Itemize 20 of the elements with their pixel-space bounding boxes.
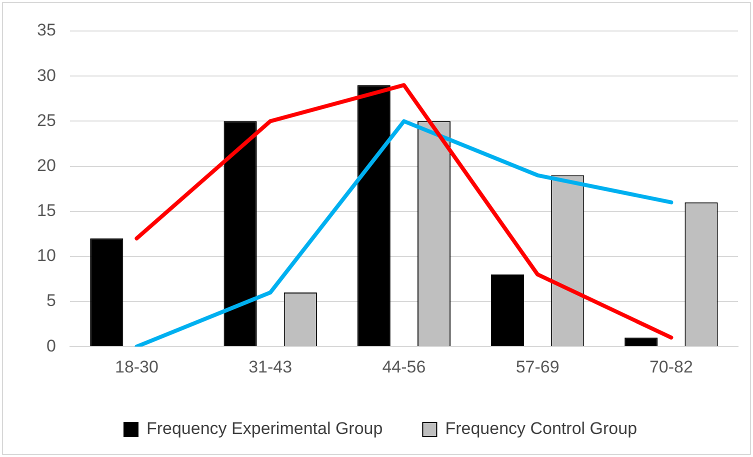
legend-label: Frequency Control Group xyxy=(445,419,638,438)
x-tick-label: 70-82 xyxy=(649,357,693,376)
x-tick-label: 31-43 xyxy=(248,357,292,376)
x-tick-label: 44-56 xyxy=(382,357,426,376)
y-tick-label: 30 xyxy=(36,66,56,85)
y-tick-label: 15 xyxy=(36,201,56,220)
y-tick-label: 5 xyxy=(46,291,56,310)
y-tick-label: 25 xyxy=(36,110,56,130)
bar xyxy=(224,121,257,346)
y-tick-label: 10 xyxy=(36,246,56,266)
y-tick-label: 20 xyxy=(36,156,56,175)
x-tick-label: 18-30 xyxy=(114,357,158,376)
bar xyxy=(90,238,124,346)
y-tick-label: 35 xyxy=(36,20,56,40)
bar xyxy=(357,85,390,346)
x-tick-label: 57-69 xyxy=(516,357,560,376)
bar xyxy=(490,274,524,346)
y-tick-label: 0 xyxy=(46,336,56,356)
legend-label: Frequency Experimental Group xyxy=(146,419,383,438)
bar xyxy=(624,338,658,346)
